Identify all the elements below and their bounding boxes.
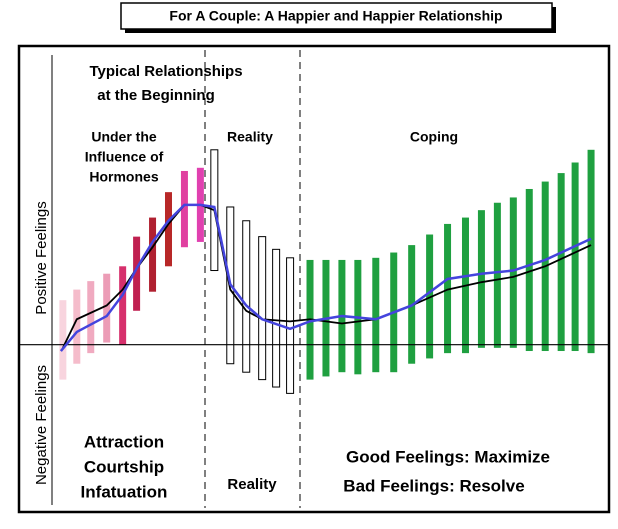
range-bar [444,223,452,354]
range-bar [525,188,533,352]
annotation: Coping [410,129,458,145]
range-bar [242,220,251,373]
annotation: Influence of [85,149,164,165]
range-bar [103,273,111,343]
range-bar [587,149,595,354]
annotation: at the Beginning [97,87,215,104]
range-bar [372,257,380,373]
range-bar [119,266,127,345]
annotation: Courtship [84,457,164,476]
title-box [120,2,553,30]
range-bar [149,217,157,292]
range-bar [164,192,172,267]
range-bar [87,281,95,354]
annotation: Infatuation [81,482,168,501]
range-bar [493,202,501,348]
range-bar [477,210,485,348]
range-bar [180,170,188,248]
annotation: Under the [91,129,157,145]
annotation: Typical Relationships [89,63,242,80]
annotation: Bad Feelings: Resolve [343,476,524,495]
trend-line [59,203,592,352]
annotation: Hormones [89,169,158,185]
annotation: Reality [227,129,273,145]
annotation: Attraction [84,432,164,451]
range-bar [59,300,67,380]
range-bar [426,234,434,359]
range-bar [509,197,517,348]
range-bar [286,257,295,394]
range-bar [73,289,81,364]
y-label: Negative Feelings [33,365,50,485]
annotation: Good Feelings: Maximize [346,447,550,466]
range-bar [258,236,267,381]
range-bar [133,236,141,311]
annotation: Reality [227,476,277,493]
range-bar [272,248,281,388]
y-label: Positive Feelings [33,201,50,314]
range-bar [557,173,565,352]
range-bar [571,162,579,352]
chart-title: For A Couple: A Happier and Happier Rela… [169,8,502,24]
